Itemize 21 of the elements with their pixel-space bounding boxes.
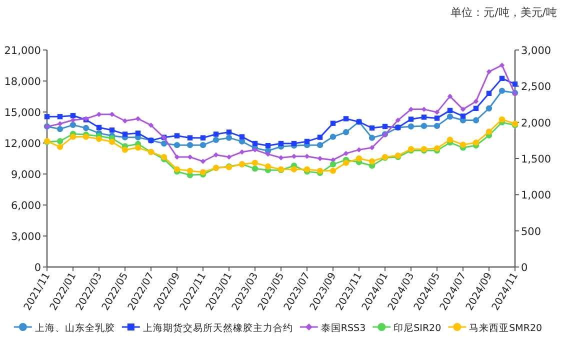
y-tick-label: 18,000 <box>4 76 41 88</box>
y2-tick-label: 0 <box>521 262 528 274</box>
y2-tick-label: 2,000 <box>521 117 552 130</box>
y2-tick-label: 500 <box>521 226 542 238</box>
text: 单位：元/吨，美元/吨 <box>450 6 557 19</box>
y-tick-label: 6,000 <box>10 200 41 212</box>
legend-label: 印尼SIR20 <box>394 322 442 334</box>
y-tick-label: 3,000 <box>10 231 41 243</box>
y-tick-label: 12,000 <box>4 138 41 150</box>
y-tick-label: 15,000 <box>4 107 41 119</box>
y2-tick-label: 3,000 <box>521 45 552 57</box>
legend-label: 上海期货交易所天然橡胶主力合约 <box>142 322 293 334</box>
y2-tick-label: 1,000 <box>521 190 552 202</box>
y-tick-label: 21,000 <box>4 45 41 57</box>
y2-tick-label: 2,500 <box>521 81 552 94</box>
legend-label: 泰国RSS3 <box>320 323 366 334</box>
y2-tick-label: 1,500 <box>521 154 552 166</box>
legend-label: 上海、山东全乳胶 <box>34 322 115 334</box>
y-tick-label: 9,000 <box>10 169 41 181</box>
legend-label: 马来西亚SMR20 <box>469 322 542 334</box>
y-tick-label: 0 <box>34 262 41 274</box>
